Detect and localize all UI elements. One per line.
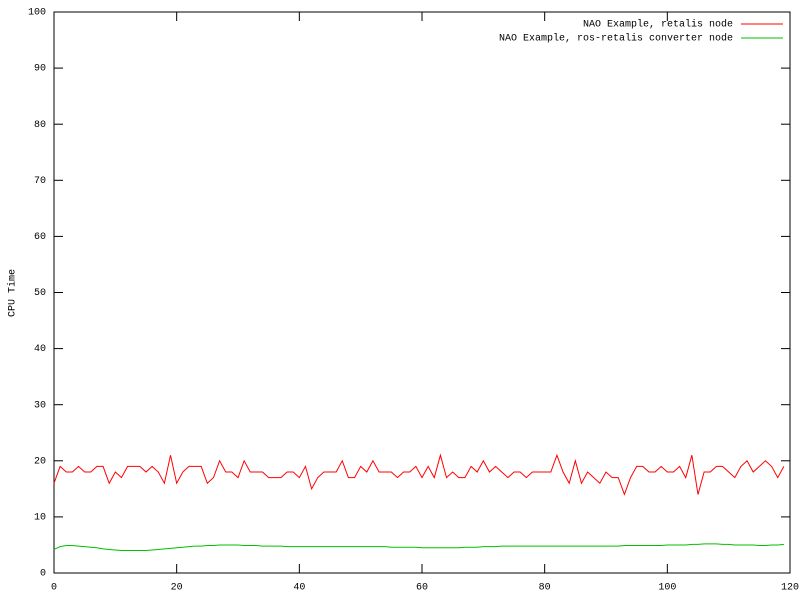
x-tick-label: 80 <box>539 583 551 594</box>
y-tick-label: 90 <box>34 64 46 75</box>
y-tick-label: 50 <box>34 288 46 299</box>
y-tick-label: 60 <box>34 232 46 243</box>
y-axis-label: CPU Time <box>7 269 19 317</box>
y-tick-label: 30 <box>34 400 46 411</box>
legend-label: NAO Example, retalis node <box>583 19 733 31</box>
x-tick-label: 100 <box>658 583 676 594</box>
y-tick-label: 0 <box>40 569 46 580</box>
x-tick-label: 40 <box>293 583 305 594</box>
x-tick-label: 120 <box>781 583 799 594</box>
y-tick-label: 80 <box>34 120 46 131</box>
series-line <box>53 453 785 496</box>
x-tick-label: 20 <box>171 583 183 594</box>
y-tick-label: 100 <box>28 8 46 19</box>
x-tick-label: 60 <box>416 583 428 594</box>
y-tick-label: 40 <box>34 344 46 355</box>
y-tick-label: 10 <box>34 513 46 524</box>
legend-label: NAO Example, ros-retalis converter node <box>499 33 733 45</box>
y-tick-label: 20 <box>34 456 46 467</box>
series-line <box>53 543 784 552</box>
x-tick-label: 0 <box>51 583 57 594</box>
y-tick-label: 70 <box>34 176 46 187</box>
